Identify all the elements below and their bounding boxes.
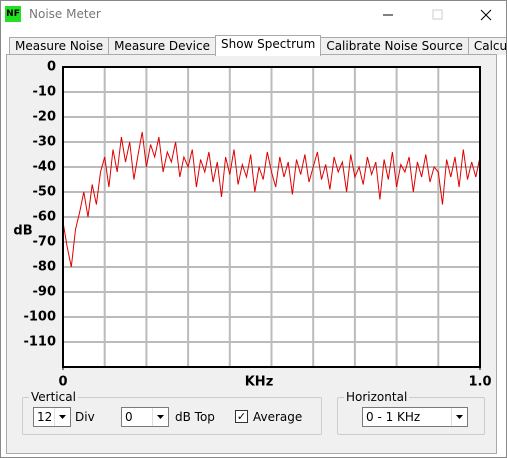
y-tick-label: -40 (33, 160, 57, 175)
group-label: Vertical (29, 390, 78, 404)
y-tick-label: -80 (33, 260, 57, 275)
tab[interactable]: Calculator (467, 37, 506, 55)
spectrum-line (62, 131, 481, 268)
x-tick-label: 0 (58, 375, 67, 390)
dropdown-arrow (152, 408, 168, 426)
y-tick-label: -60 (33, 210, 57, 225)
select-value: 12 (37, 410, 53, 424)
spectrum-chart: dB KHz 0 -10 -20 -30 -40 -50 -60 -70 -80 -90 -100 -… (13, 60, 491, 390)
average-label: Average (253, 410, 303, 424)
y-tick-label: -30 (33, 135, 57, 150)
close-button[interactable] (480, 9, 492, 21)
dropdown-arrow (54, 408, 70, 426)
maximize-button[interactable] (432, 9, 443, 20)
title-bar: NF Noise Meter (1, 1, 506, 31)
tab[interactable]: Calibrate Noise Source (320, 37, 469, 55)
div-select[interactable]: 12 (33, 407, 71, 427)
select-value: 0 (125, 410, 133, 424)
app-icon: NF (5, 6, 21, 22)
horizontal-group: Horizontal 0 - 1 KHz (337, 390, 485, 435)
x-axis-label: KHz (245, 375, 274, 390)
top-select[interactable]: 0 (121, 407, 169, 427)
y-tick-label: -90 (33, 285, 57, 300)
y-tick-label: -70 (33, 235, 57, 250)
tab[interactable]: Show Spectrum (214, 35, 322, 56)
group-label: Horizontal (344, 390, 410, 404)
y-tick-label: -100 (23, 310, 56, 325)
select-value: 0 - 1 KHz (366, 410, 421, 424)
average-checkbox[interactable]: ✓ (235, 410, 248, 423)
y-tick-label: -20 (33, 110, 57, 125)
x-tick-label: 1.0 (468, 375, 491, 390)
window-title: Noise Meter (29, 7, 101, 21)
top-label: dB Top (175, 410, 215, 424)
y-tick-label: -110 (23, 335, 56, 350)
window-buttons (383, 9, 492, 21)
y-axis-label: dB (13, 224, 32, 239)
tab[interactable]: Measure Noise (9, 37, 110, 55)
plot-border (62, 66, 481, 368)
y-tick-label: -50 (33, 185, 57, 200)
dropdown-arrow (451, 408, 467, 426)
y-tick-label: 0 (47, 60, 56, 75)
tab-strip: Measure Noise Measure Device Show Spectrum… (9, 35, 506, 56)
vertical-group: Vertical 12 Div 0 dB Top ✓ Average (22, 390, 322, 435)
y-tick-label: -10 (33, 85, 57, 100)
div-label: Div (75, 410, 95, 424)
range-select[interactable]: 0 - 1 KHz (362, 407, 468, 427)
